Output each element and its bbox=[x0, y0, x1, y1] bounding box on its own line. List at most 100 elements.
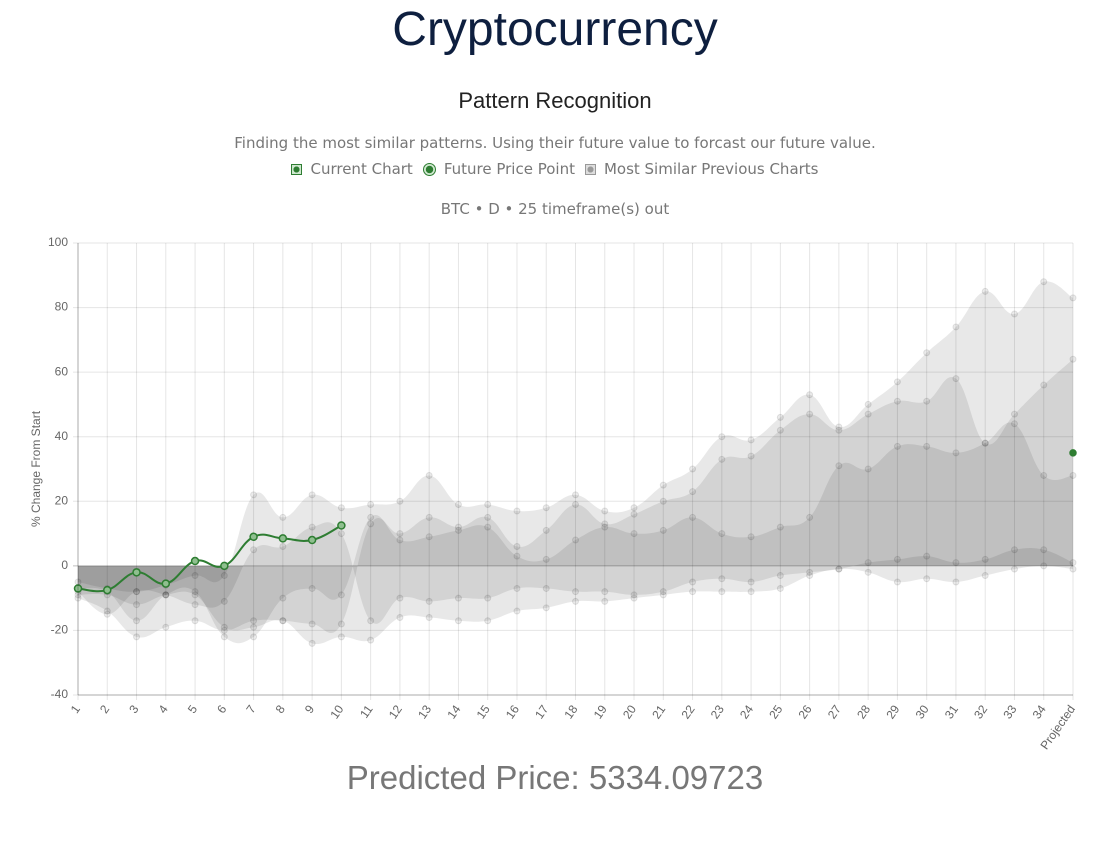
similar-point bbox=[542, 504, 550, 512]
similar-point bbox=[162, 623, 170, 631]
similar-area bbox=[78, 281, 1073, 592]
similar-point bbox=[337, 530, 345, 538]
similar-point bbox=[601, 597, 609, 605]
similar-point bbox=[1069, 355, 1077, 363]
x-tick-label: 17 bbox=[532, 702, 551, 721]
similar-point bbox=[191, 591, 199, 599]
similar-point bbox=[484, 501, 492, 509]
similar-point bbox=[308, 620, 316, 628]
similar-point bbox=[279, 513, 287, 521]
similar-point bbox=[367, 501, 375, 509]
similar-point bbox=[952, 578, 960, 586]
similar-point bbox=[776, 523, 784, 531]
similar-point bbox=[279, 542, 287, 550]
similar-point bbox=[630, 591, 638, 599]
similar-point bbox=[1069, 294, 1077, 302]
similar-point bbox=[1010, 310, 1018, 318]
similar-point bbox=[835, 565, 843, 573]
similar-point bbox=[337, 620, 345, 628]
similar-point bbox=[513, 607, 521, 615]
price-label: Predicted Price: bbox=[346, 759, 580, 796]
series-point bbox=[73, 584, 83, 593]
similar-point bbox=[893, 397, 901, 405]
y-tick-label: 40 bbox=[55, 429, 69, 443]
similar-point bbox=[718, 455, 726, 463]
x-tick-label: 19 bbox=[591, 702, 610, 721]
similar-point bbox=[864, 568, 872, 576]
similar-point bbox=[425, 614, 433, 622]
similar-point bbox=[396, 536, 404, 544]
similar-point bbox=[981, 287, 989, 295]
x-tick-label: 29 bbox=[883, 702, 902, 721]
similar-point bbox=[220, 626, 228, 634]
similar-point bbox=[484, 523, 492, 531]
y-tick-label: -20 bbox=[51, 623, 69, 637]
similar-point bbox=[454, 523, 462, 531]
similar-point bbox=[162, 591, 170, 599]
similar-point bbox=[1069, 471, 1077, 479]
similar-point bbox=[981, 439, 989, 447]
similar-point bbox=[776, 572, 784, 580]
similar-point bbox=[806, 568, 814, 576]
legend-label: Current Chart bbox=[310, 160, 413, 178]
similar-point bbox=[864, 410, 872, 418]
similar-point bbox=[133, 601, 141, 609]
similar-point bbox=[689, 578, 697, 586]
similar-point bbox=[747, 452, 755, 460]
similar-point bbox=[893, 578, 901, 586]
similar-point bbox=[1040, 546, 1048, 554]
similar-point bbox=[1010, 420, 1018, 428]
similar-point bbox=[308, 639, 316, 647]
series-point bbox=[220, 561, 229, 571]
similar-point bbox=[191, 617, 199, 625]
x-tick-label: 34 bbox=[1030, 702, 1049, 721]
similar-point bbox=[542, 526, 550, 534]
chart-title: BTC • D • 25 timeframe(s) out bbox=[440, 200, 670, 218]
x-tick-label: 23 bbox=[708, 702, 727, 721]
similar-point bbox=[191, 588, 199, 596]
similar-point bbox=[689, 588, 697, 596]
similar-point bbox=[659, 588, 667, 596]
similar-point bbox=[689, 488, 697, 496]
similar-point bbox=[806, 513, 814, 521]
similar-point bbox=[864, 465, 872, 473]
y-tick-label: 0 bbox=[61, 558, 68, 572]
predicted-price: Predicted Price: 5334.09723 bbox=[0, 756, 1110, 800]
subtitle: Pattern Recognition bbox=[458, 88, 652, 113]
similar-point bbox=[835, 565, 843, 573]
similar-point bbox=[279, 617, 287, 625]
similar-point bbox=[835, 423, 843, 431]
similar-point bbox=[133, 617, 141, 625]
similar-point bbox=[776, 584, 784, 592]
similar-point bbox=[308, 584, 316, 592]
series-line bbox=[77, 524, 342, 593]
x-tick-label: 11 bbox=[357, 702, 376, 721]
similar-point bbox=[630, 510, 638, 518]
x-tick-label: 20 bbox=[620, 702, 639, 721]
legend-icon bbox=[422, 162, 436, 176]
x-tick-label: 1 bbox=[68, 702, 83, 716]
x-tick-label: 7 bbox=[243, 702, 258, 716]
y-axis-label: % Change From Start bbox=[29, 410, 43, 527]
similar-point bbox=[776, 426, 784, 434]
x-tick-label: 27 bbox=[825, 702, 844, 721]
similar-point bbox=[1040, 381, 1048, 389]
similar-point bbox=[718, 588, 726, 596]
similar-point bbox=[806, 391, 814, 399]
similar-point bbox=[484, 594, 492, 602]
similar-point bbox=[396, 497, 404, 505]
similar-point bbox=[923, 397, 931, 405]
similar-point bbox=[250, 617, 258, 625]
similar-point bbox=[718, 575, 726, 583]
similar-point bbox=[220, 597, 228, 605]
similar-point bbox=[630, 530, 638, 538]
series-point bbox=[190, 556, 200, 566]
x-tick-label: 4 bbox=[156, 702, 171, 716]
similar-point bbox=[425, 471, 433, 479]
similar-point bbox=[952, 449, 960, 457]
legend: Current Chart Future Price Point Most Si… bbox=[0, 159, 1110, 179]
similar-point bbox=[572, 597, 579, 605]
similar-point bbox=[250, 623, 258, 631]
similar-point bbox=[133, 588, 141, 596]
